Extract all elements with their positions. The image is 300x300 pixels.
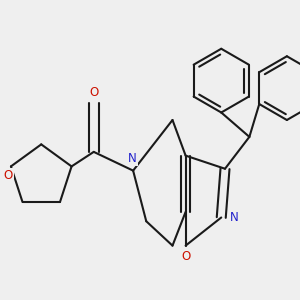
Text: O: O [3,169,13,182]
Text: O: O [89,86,98,99]
Text: N: N [230,211,239,224]
Text: N: N [128,152,137,165]
Text: O: O [182,250,191,262]
